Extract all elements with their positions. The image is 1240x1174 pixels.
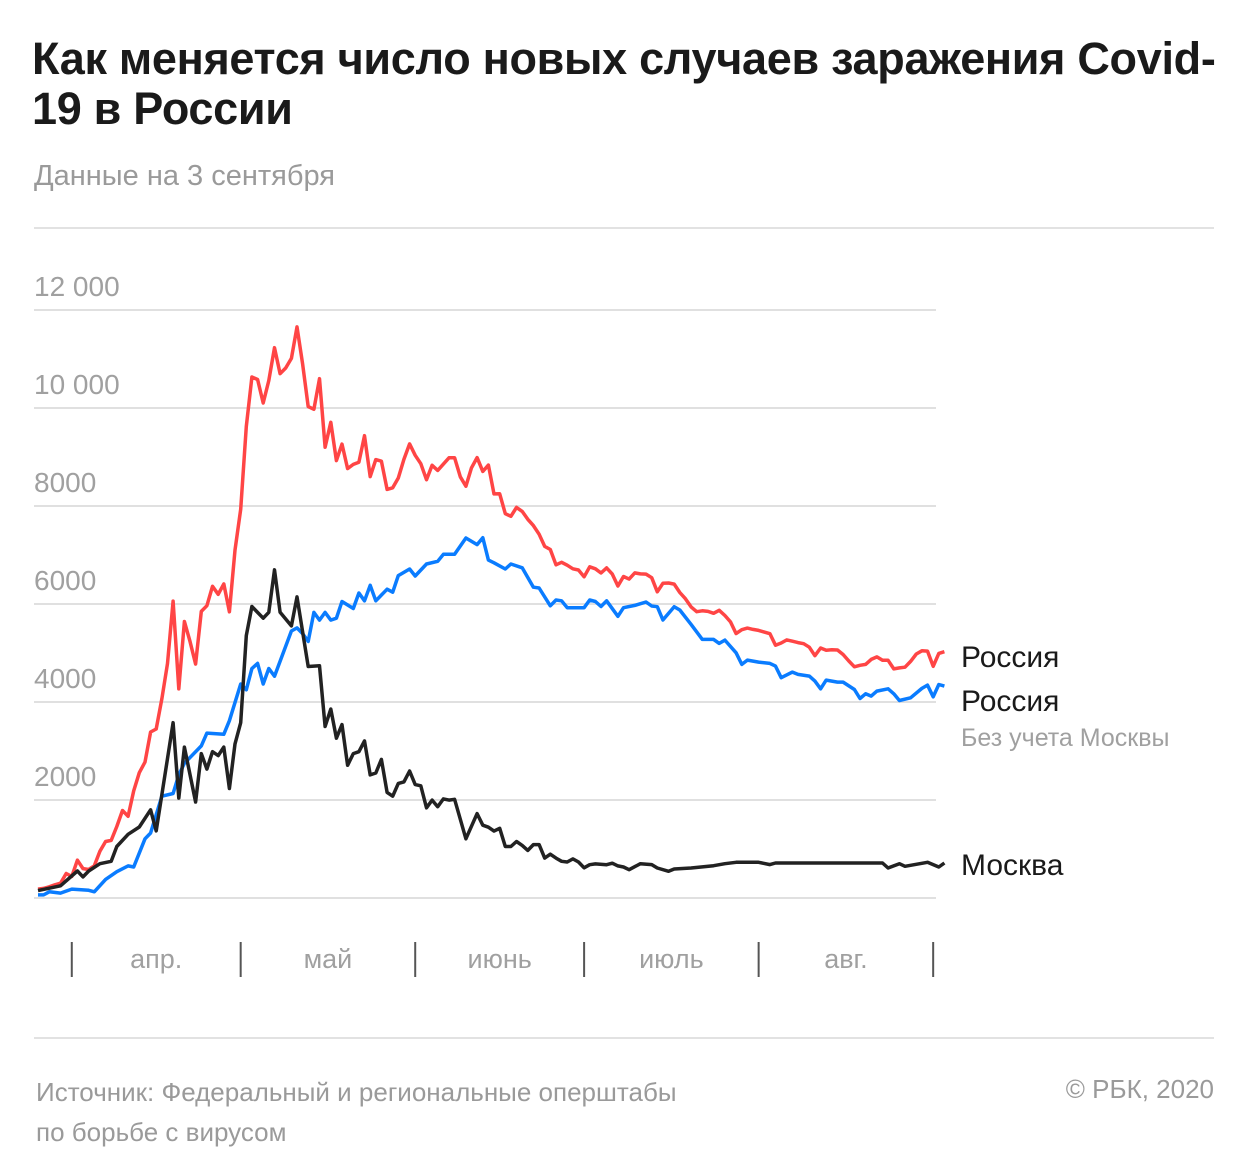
source-note: Источник: Федеральный и региональные опе…: [36, 1072, 677, 1152]
x-tick-label: апр.: [130, 944, 182, 974]
series-label: Россия: [961, 685, 1059, 718]
x-tick-label: июль: [639, 944, 704, 974]
chart-title: Как меняется число новых случаев заражен…: [32, 33, 1216, 134]
series-line-moscow: [37, 568, 946, 893]
source-line-1: Источник: Федеральный и региональные опе…: [36, 1077, 677, 1107]
bottom-divider: [34, 1037, 1214, 1039]
series-label: Россия: [961, 641, 1059, 674]
y-tick-label: 6000: [34, 565, 96, 596]
x-tick-label: авг.: [824, 944, 867, 974]
series-label: Москва: [961, 849, 1064, 882]
chart-subtitle: Данные на 3 сентября: [34, 160, 335, 192]
y-tick-label: 2000: [34, 761, 96, 792]
x-tick-label: июнь: [468, 944, 532, 974]
series-line-russia: [37, 325, 945, 891]
series-line-russia-ex-moscow: [38, 535, 945, 897]
y-tick-label: 4000: [34, 663, 96, 694]
copyright: © РБК, 2020: [1065, 1074, 1214, 1104]
y-tick-label: 8000: [34, 467, 96, 498]
y-tick-label: 12 000: [34, 271, 120, 302]
line-chart: 2000 4000 6000 8000 10 000 12 000 апр. май июнь и…: [34, 271, 1169, 977]
y-tick-label: 10 000: [34, 369, 120, 400]
source-line-2: по борьбе с вирусом: [36, 1117, 287, 1147]
x-tick-label: май: [304, 944, 353, 974]
top-divider: [34, 227, 1214, 229]
series-sublabel: Без учета Москвы: [961, 724, 1169, 752]
